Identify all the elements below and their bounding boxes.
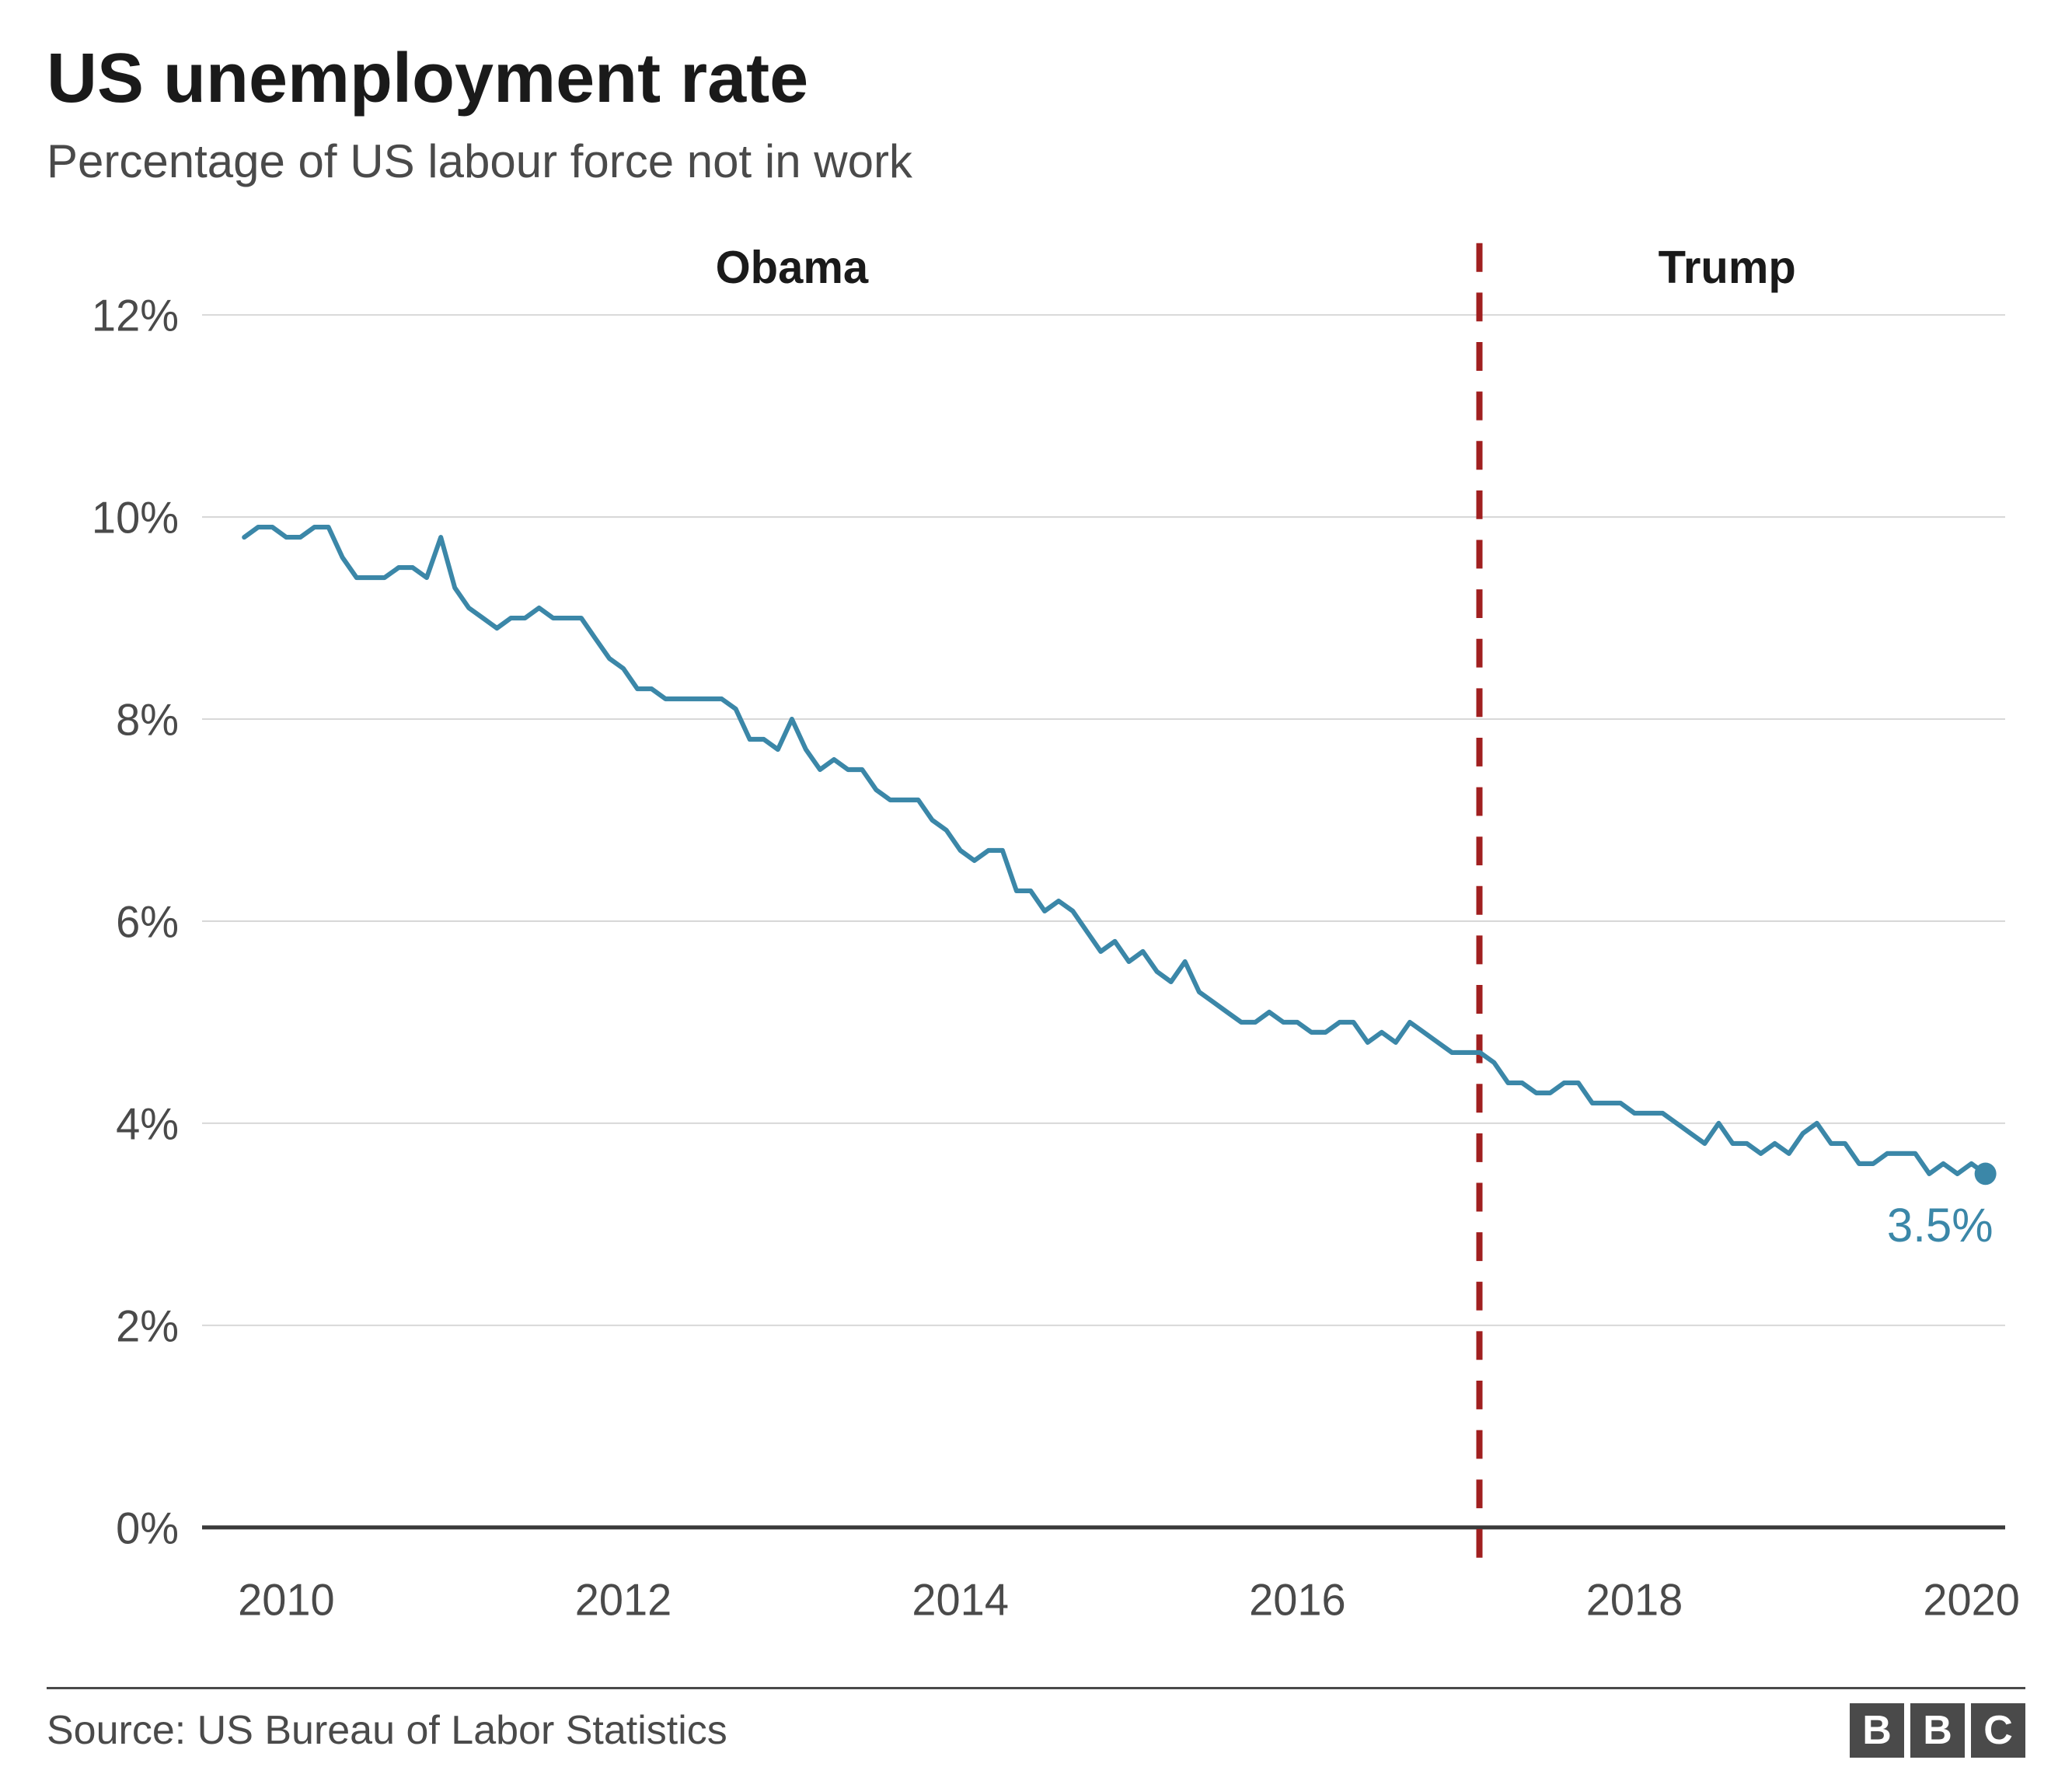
bbc-block-1: B <box>1850 1703 1904 1758</box>
section-label-1: Trump <box>1659 242 1796 293</box>
chart-title: US unemployment rate <box>47 39 2025 119</box>
end-marker <box>1975 1163 1997 1186</box>
y-tick-label: 8% <box>116 696 179 746</box>
x-tick-label: 2018 <box>1586 1576 1683 1626</box>
y-tick-label: 4% <box>116 1100 179 1150</box>
section-label-0: Obama <box>716 242 870 293</box>
chart-subtitle: Percentage of US labour force not in wor… <box>47 134 2025 188</box>
bbc-logo: B B C <box>1850 1703 2025 1758</box>
chart-area: 0% 2% 4% 6% 8% 10% 12% 2010 2012 2014 2016 2018 2020… <box>47 219 2025 1687</box>
y-tick-label: 2% <box>116 1302 179 1352</box>
footer: Source: US Bureau of Labor Statistics B … <box>47 1687 2025 1758</box>
x-tick-label: 2020 <box>1923 1576 2020 1626</box>
x-tick-label: 2016 <box>1249 1576 1346 1626</box>
source-text: Source: US Bureau of Labor Statistics <box>47 1707 727 1754</box>
chart-svg: 0% 2% 4% 6% 8% 10% 12% 2010 2012 2014 2016 2018 2020… <box>47 219 2025 1687</box>
x-tick-label: 2012 <box>575 1576 672 1626</box>
end-label: 3.5% <box>1887 1198 1994 1252</box>
bbc-block-2: B <box>1910 1703 1965 1758</box>
data-line <box>244 527 1985 1174</box>
y-tick-label: 12% <box>92 292 179 341</box>
bbc-block-3: C <box>1971 1703 2025 1758</box>
x-tick-label: 2014 <box>912 1576 1009 1626</box>
x-tick-label: 2010 <box>238 1576 335 1626</box>
y-tick-label: 0% <box>116 1504 179 1554</box>
y-tick-label: 6% <box>116 898 179 948</box>
y-tick-label: 10% <box>92 494 179 543</box>
